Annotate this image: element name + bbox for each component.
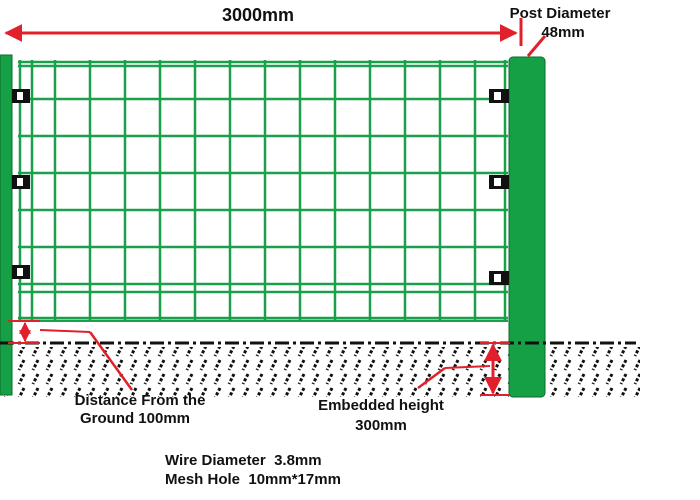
left-post: [0, 54, 13, 396]
dimension-lines: [4, 18, 547, 396]
mesh-panel: [18, 60, 508, 322]
post-label: Post Diameter: [510, 5, 611, 22]
ground-distance-label: Distance From the: [75, 392, 206, 409]
right-post: [508, 56, 546, 398]
wire-diameter: Wire Diameter 3.8mm: [165, 452, 322, 469]
embedded-label: Embedded height: [318, 397, 444, 414]
width-label: 3000mm: [222, 5, 294, 25]
mesh-frame: [18, 60, 508, 322]
mesh-hole: Mesh Hole 10mm*17mm: [165, 471, 341, 488]
embedded-value: 300mm: [355, 417, 407, 434]
post-value: 48mm: [541, 24, 584, 41]
clips: [12, 89, 509, 285]
ground-distance-value: Ground 100mm: [80, 410, 190, 427]
